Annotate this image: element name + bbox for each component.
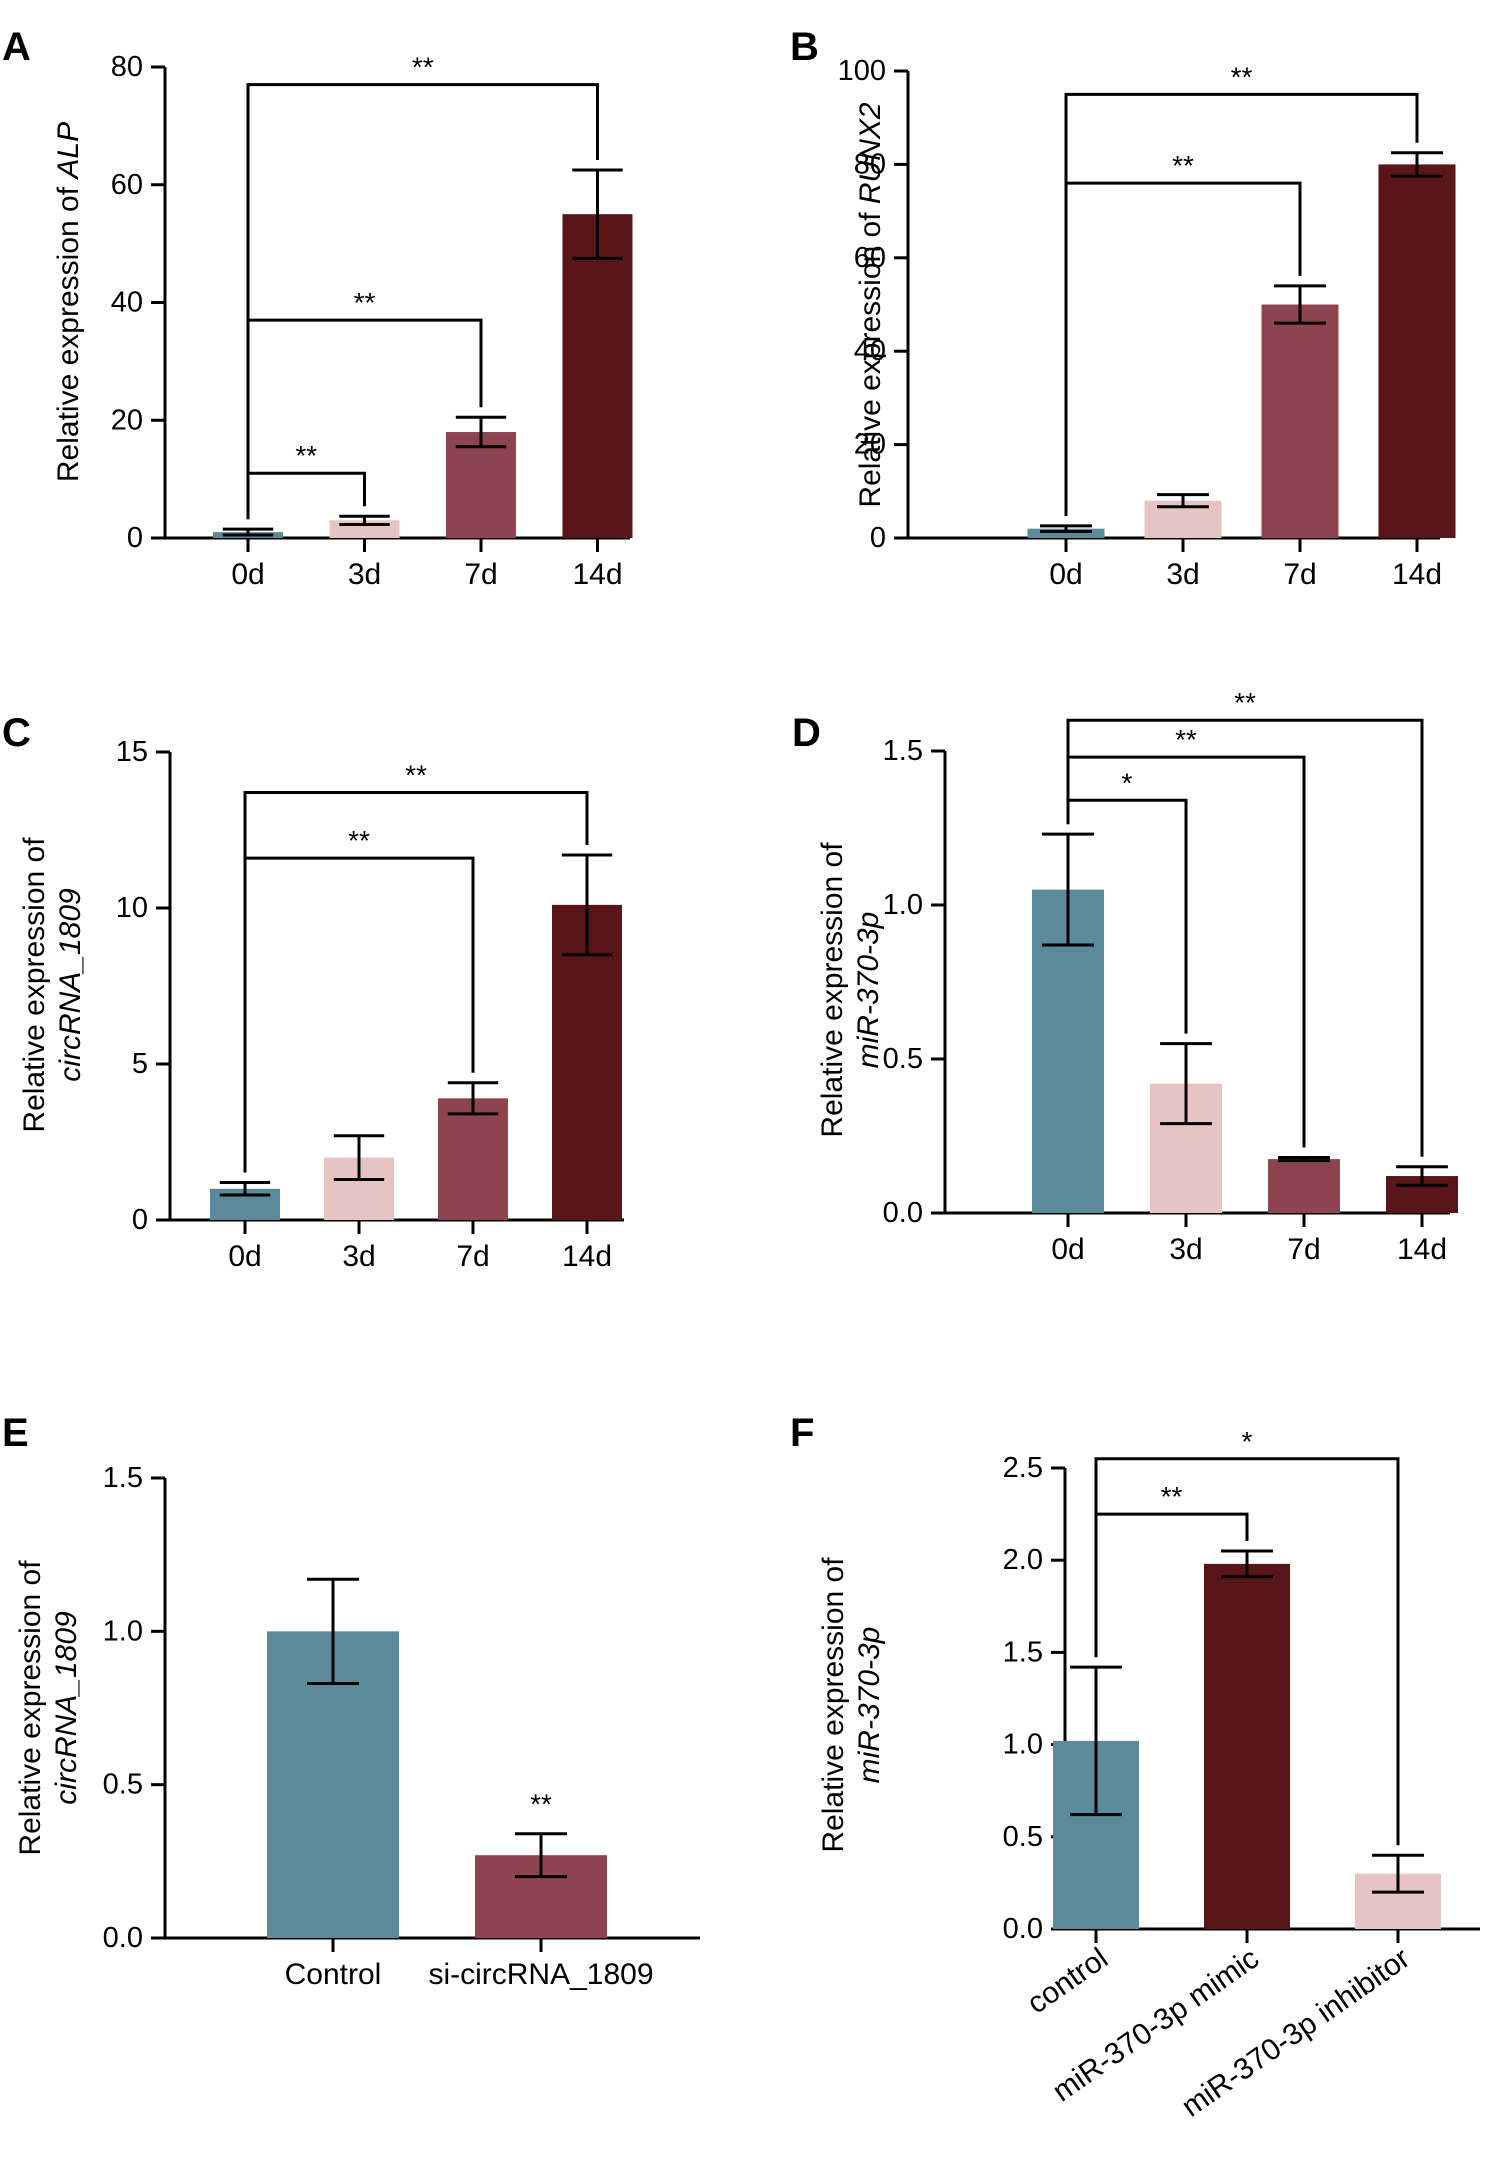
significance-marker: ** (354, 287, 376, 318)
y-tick-label: 1.0 (883, 889, 923, 921)
significance-marker: ** (405, 760, 427, 791)
y-tick-label: 80 (854, 148, 886, 180)
x-tick-label: 14d (1397, 1233, 1447, 1266)
bar (446, 432, 516, 538)
significance-bracket (246, 471, 366, 520)
y-tick-label: 20 (854, 429, 886, 461)
significance-bracket (1066, 718, 1424, 1157)
x-tick-label: 0d (1051, 1233, 1084, 1266)
y-tick-label: 0 (870, 522, 886, 554)
x-tick-label: 3d (1166, 558, 1199, 591)
x-tick-label: control (1021, 1942, 1114, 2021)
x-tick-label: 14d (572, 558, 622, 591)
significance-marker: ** (1172, 150, 1194, 181)
chart-panel-f: F 0.0 0.5 1.0 1.5 2.0 2.5 Relative expression o… (790, 1411, 1480, 2124)
x-tick-label: 7d (464, 558, 497, 591)
x-tick-label: 3d (1169, 1233, 1202, 1266)
y-tick-label: 20 (111, 404, 143, 436)
y-tick-label: 40 (854, 335, 886, 367)
significance-bracket (246, 83, 599, 520)
x-tick-label: Control (285, 1958, 382, 1991)
chart-panel-b: B 0 20 40 60 80 100 Relative expression of RUNX… (790, 25, 1456, 591)
y-tick-label: 0.0 (883, 1197, 923, 1229)
y-tick-label: 0.5 (883, 1043, 923, 1075)
x-tick-label: si-circRNA_1809 (428, 1958, 653, 1991)
panel-letter: D (792, 711, 821, 755)
y-axis-title: Relative expression of ALP (52, 122, 85, 482)
y-tick-label: 100 (838, 55, 886, 87)
significance-marker: ** (1161, 1481, 1183, 1512)
y-tick-label: 0.5 (103, 1769, 143, 1801)
x-tick-label: 3d (348, 558, 381, 591)
significance-bracket (243, 791, 589, 1173)
y-tick-label: 60 (111, 169, 143, 201)
y-axis-title: Relative expression of RUNX2 (854, 102, 887, 508)
bar (1204, 1563, 1290, 1929)
significance-marker: ** (1234, 687, 1256, 718)
x-tick-label: 0d (228, 1240, 261, 1273)
bar (562, 214, 633, 538)
x-tick-label: 7d (1283, 558, 1316, 591)
y-tick-label: 1.0 (103, 1615, 143, 1647)
y-tick-label: 0.0 (1003, 1913, 1043, 1945)
bar (1027, 528, 1105, 538)
bar (1261, 304, 1339, 538)
panel-letter: C (2, 711, 31, 755)
chart-panel-e: E 0.0 0.5 1.0 1.5 Relative expression of circR… (2, 1411, 700, 1991)
y-axis-title: Relative expression of miR-370-3p (816, 842, 885, 1138)
x-tick-label: 14d (1392, 558, 1442, 591)
panel-letter: F (790, 1411, 814, 1455)
y-tick-label: 0 (132, 1204, 148, 1236)
y-tick-label: 15 (116, 736, 148, 768)
panel-letter: B (790, 25, 819, 69)
y-tick-label: 10 (116, 892, 148, 924)
chart-panel-c: C 0 5 10 15 Relative expression of circRNA_180… (2, 711, 624, 1273)
y-tick-label: 40 (111, 287, 143, 319)
significance-bracket (1094, 1457, 1400, 1846)
x-tick-label: 3d (342, 1240, 375, 1273)
y-tick-label: 0 (127, 522, 143, 554)
significance-marker: ** (1175, 724, 1197, 755)
significance-marker: ** (530, 1789, 552, 1820)
panel-letter: E (2, 1411, 29, 1455)
chart-panel-d: D 0.0 0.5 1.0 1.5 Relative expression of miR-3… (792, 687, 1458, 1266)
chart-panel-a: A 0 20 40 60 80 Relative expression of ALP 0d 3d… (2, 25, 633, 591)
y-axis-title: Relative expression of circRNA_1809 (14, 1560, 83, 1856)
bar (1268, 1159, 1340, 1213)
bar (1378, 164, 1456, 538)
significance-bracket (1064, 92, 1419, 516)
x-tick-label: 0d (231, 558, 264, 591)
y-tick-label: 0.0 (103, 1922, 143, 1954)
y-axis-title: Relative expression of circRNA_1809 (18, 837, 87, 1133)
y-tick-label: 60 (854, 242, 886, 274)
y-tick-label: 1.0 (1003, 1729, 1043, 1761)
x-tick-label: 7d (1287, 1233, 1320, 1266)
significance-marker: * (1242, 1426, 1253, 1457)
y-tick-label: 2.5 (1003, 1452, 1043, 1484)
panel-letter: A (2, 25, 31, 69)
bar (552, 904, 622, 1220)
y-tick-label: 5 (132, 1048, 148, 1080)
y-tick-label: 1.5 (103, 1462, 143, 1494)
x-tick-label: 14d (562, 1240, 612, 1273)
y-axis-title: Relative expression of miR-370-3p (817, 1557, 886, 1853)
y-tick-label: 2.0 (1003, 1544, 1043, 1576)
significance-marker: ** (295, 440, 317, 471)
y-tick-label: 0.5 (1003, 1821, 1043, 1853)
significance-marker: ** (348, 825, 370, 856)
significance-marker: ** (1231, 61, 1253, 92)
significance-marker: ** (412, 52, 434, 83)
significance-marker: * (1122, 767, 1133, 798)
x-tick-label: 0d (1049, 558, 1082, 591)
y-tick-label: 1.5 (1003, 1636, 1043, 1668)
y-tick-label: 80 (111, 51, 143, 83)
y-tick-label: 1.5 (883, 735, 923, 767)
bar (438, 1098, 508, 1220)
x-tick-label: 7d (456, 1240, 489, 1273)
